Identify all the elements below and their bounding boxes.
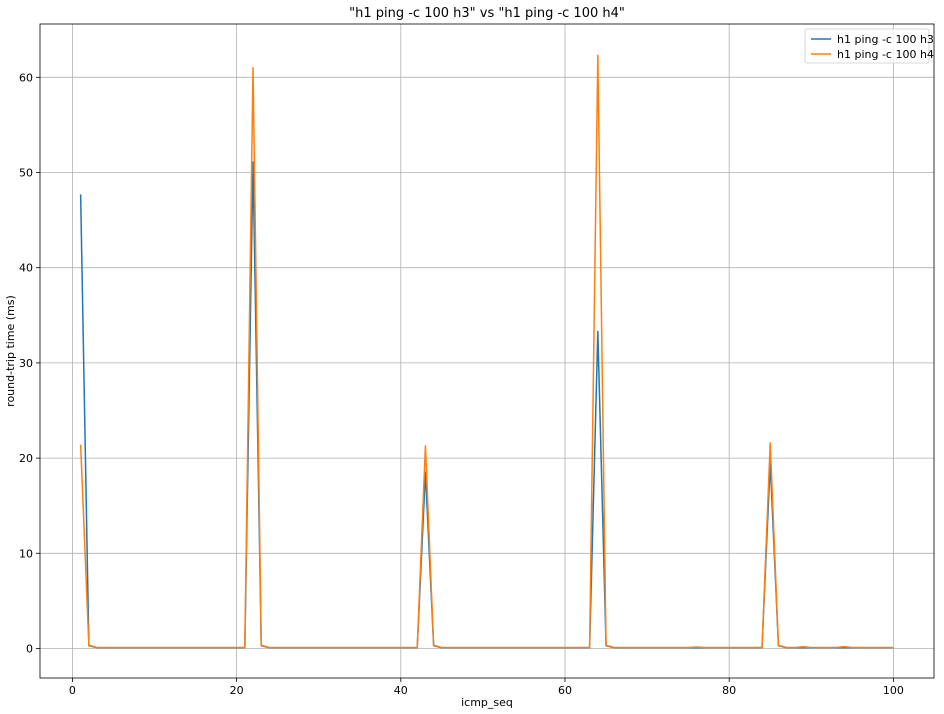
plot-frame	[39, 23, 935, 679]
grid	[40, 24, 934, 678]
x-tick-label: 80	[722, 684, 736, 697]
x-tick-label: 0	[69, 684, 76, 697]
y-tick-label: 50	[19, 167, 33, 180]
y-tick-label: 60	[19, 71, 33, 84]
legend: h1 ping -c 100 h3 h1 ping -c 100 h4	[804, 28, 934, 64]
legend-box	[804, 28, 930, 64]
x-tick-label: 40	[394, 684, 408, 697]
y-axis-label: round-trip time (ms)	[4, 295, 17, 407]
x-tick-label: 20	[230, 684, 244, 697]
chart-title: "h1 ping -c 100 h3" vs "h1 ping -c 100 h…	[349, 6, 625, 21]
y-tick-label: 30	[19, 357, 33, 370]
series-line-2	[79, 54, 894, 649]
x-tick-label: 60	[558, 684, 572, 697]
legend-label-1: h1 ping -c 100 h3	[837, 33, 934, 46]
y-tick-label: 40	[19, 262, 33, 275]
y-tick-label: 20	[19, 452, 33, 465]
x-tick-label: 100	[883, 684, 904, 697]
series-lines	[79, 54, 894, 649]
x-axis-label: icmp_seq	[461, 696, 513, 709]
y-tick-label: 0	[26, 642, 33, 655]
axis-ticks: 0 20 40 60 80 100 0 10 20 30 40 50 60	[19, 71, 904, 697]
y-tick-label: 10	[19, 547, 33, 560]
legend-label-2: h1 ping -c 100 h4	[837, 48, 934, 61]
